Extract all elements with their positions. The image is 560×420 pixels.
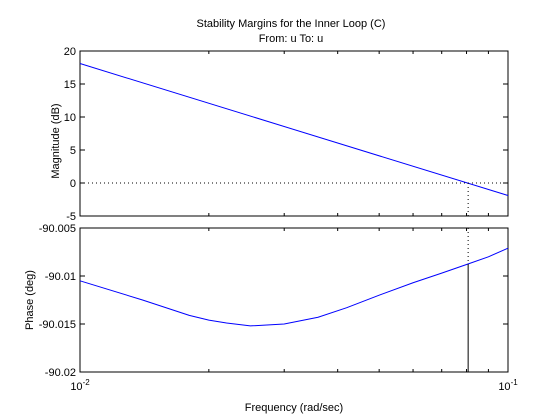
magnitude-y-tick-label: -5 xyxy=(66,211,76,223)
phase-y-tick-label: -90.02 xyxy=(45,367,76,379)
magnitude-y-tick-label: 0 xyxy=(70,178,76,190)
phase-y-tick-label: -90.01 xyxy=(45,271,76,283)
chart-title: Stability Margins for the Inner Loop (C) xyxy=(197,18,386,30)
magnitude-series-line xyxy=(79,63,509,197)
frequency-tick-labels: 10-2 10-1 xyxy=(70,378,518,393)
phase-plot-frame xyxy=(79,227,509,373)
magnitude-y-tick-label: 15 xyxy=(64,79,76,91)
magnitude-y-tick-label: 5 xyxy=(70,145,76,157)
phase-y-tick-label: -90.015 xyxy=(39,319,76,331)
magnitude-plot-frame xyxy=(79,50,509,217)
magnitude-y-tick-label: 20 xyxy=(64,46,76,58)
phase-y-tick-label: -90.005 xyxy=(39,223,76,235)
frequency-tick-label: 10-2 xyxy=(70,378,90,393)
phase-axes: -90.02 -90.015 -90.01 -90.005 xyxy=(39,223,509,379)
magnitude-axes: -5 0 5 10 15 20 xyxy=(64,46,509,223)
frequency-tick-label: 10-1 xyxy=(498,378,518,393)
phase-axis-label: Phase (deg) xyxy=(24,270,36,330)
phase-series-line xyxy=(79,247,509,327)
magnitude-y-tick-label: 10 xyxy=(64,112,76,124)
frequency-axis-label: Frequency (rad/sec) xyxy=(245,402,343,414)
chart-subtitle: From: u To: u xyxy=(259,33,324,45)
magnitude-axis-label: Magnitude (dB) xyxy=(50,103,62,178)
